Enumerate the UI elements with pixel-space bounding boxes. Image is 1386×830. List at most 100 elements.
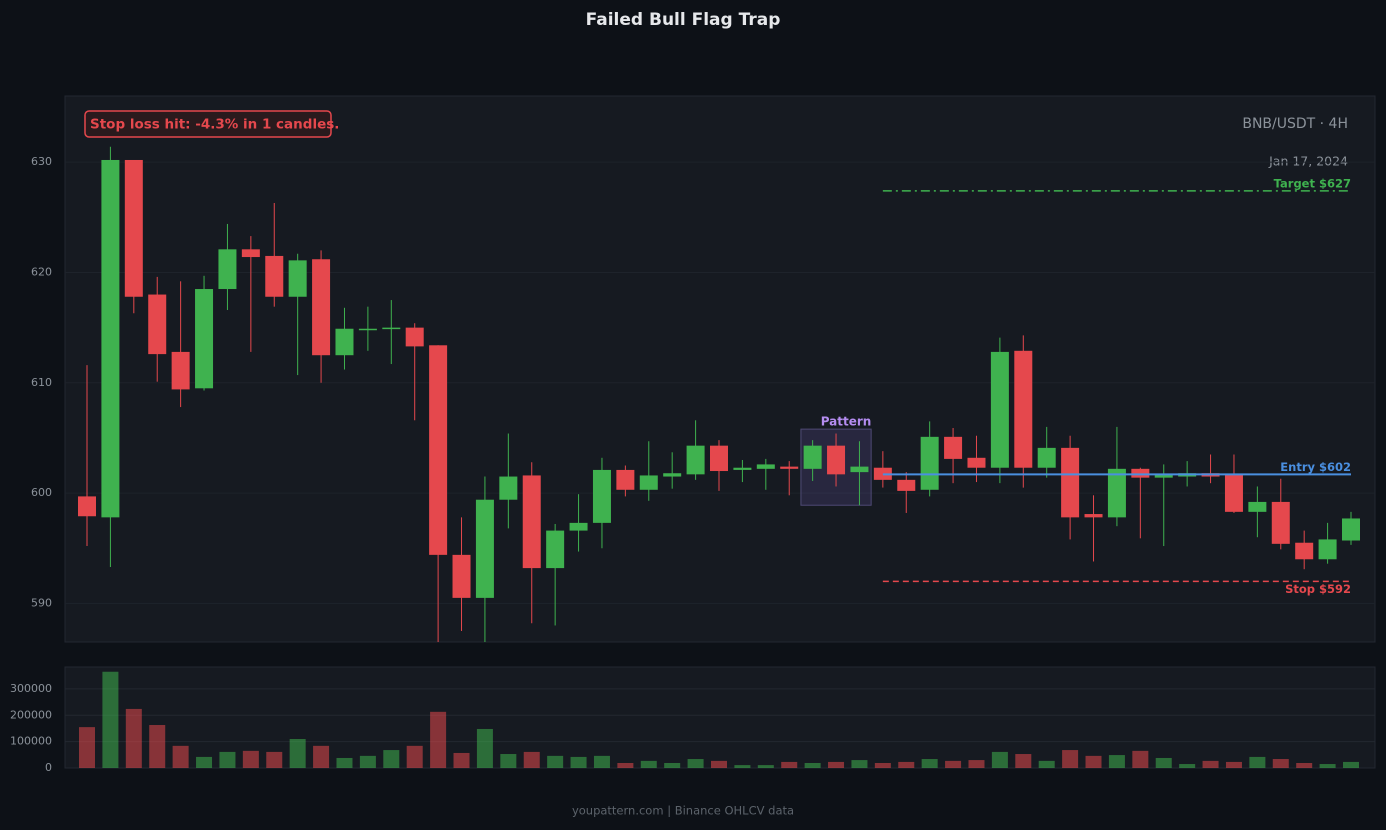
candle-body — [522, 475, 541, 569]
candle-body — [592, 469, 611, 523]
candle-body — [1154, 474, 1173, 478]
volume-bar — [687, 759, 704, 768]
annotation-box — [84, 110, 332, 138]
candle-body — [1107, 468, 1126, 518]
volume-bar — [523, 751, 540, 768]
candle-body — [335, 328, 354, 356]
candle-body — [663, 473, 682, 477]
price-panel — [64, 95, 1376, 643]
candle-body — [288, 260, 307, 297]
volume-bar — [1272, 759, 1289, 768]
y-tick-label: 630 — [31, 155, 52, 168]
volume-bar — [476, 728, 493, 768]
candle-body — [990, 351, 1009, 468]
candle-body — [1295, 542, 1314, 560]
candle-body — [382, 327, 401, 330]
volume-bar — [734, 765, 751, 768]
candle-body — [241, 249, 260, 258]
volume-bar — [874, 762, 891, 768]
candle-body — [756, 464, 775, 469]
level-label: Stop $592 — [1285, 582, 1351, 596]
candle-body — [546, 530, 565, 569]
volume-tick-label: 0 — [45, 761, 52, 774]
volume-bar — [125, 708, 142, 768]
candle-body — [358, 328, 377, 331]
volume-bar — [430, 711, 447, 768]
volume-bar — [1085, 755, 1102, 768]
candle-body — [920, 436, 939, 490]
volume-bar — [570, 756, 587, 768]
candle-body — [780, 466, 799, 469]
date: Jan 17, 2024 — [1268, 154, 1348, 169]
candle-body — [1084, 514, 1103, 518]
volume-bar — [968, 760, 985, 768]
volume-bar — [898, 761, 915, 768]
volume-tick-label: 200000 — [10, 708, 52, 721]
candle-body — [1131, 468, 1150, 478]
candle-body — [101, 159, 120, 518]
candle-body — [1037, 447, 1056, 468]
candle-body — [639, 475, 658, 490]
volume-bar — [804, 762, 821, 768]
volume-bar — [828, 761, 845, 768]
volume-bar — [359, 755, 376, 768]
symbol: BNB/USDT · 4H — [1242, 116, 1348, 132]
volume-bar — [242, 750, 259, 768]
volume-tick-label: 300000 — [10, 682, 52, 695]
level-label: Target $627 — [1274, 176, 1351, 190]
y-tick-label: 590 — [31, 596, 52, 609]
volume-bar — [289, 738, 306, 768]
volume-bar — [1132, 750, 1149, 768]
volume-bar — [1108, 755, 1125, 768]
candle-body — [195, 289, 214, 389]
candle-body — [429, 345, 448, 555]
candle-body — [850, 466, 869, 473]
candle-body — [616, 469, 635, 490]
volume-bar — [1155, 757, 1172, 768]
volume-bar — [196, 756, 213, 768]
volume-bar — [640, 760, 657, 768]
candle-body — [171, 351, 190, 390]
candle-body — [1342, 518, 1360, 541]
volume-bar — [921, 759, 938, 768]
volume-bar — [1062, 750, 1079, 768]
candle-body — [312, 259, 331, 356]
volume-bar — [79, 727, 95, 768]
volume-bar — [1249, 756, 1266, 768]
candle-body — [686, 445, 705, 475]
volume-bar — [313, 745, 330, 768]
pattern-label: Pattern — [821, 415, 872, 429]
volume-bar — [945, 760, 962, 768]
candle-body — [1271, 501, 1290, 544]
candle-body — [967, 457, 986, 468]
candle-body — [265, 255, 284, 297]
volume-bar — [172, 745, 189, 768]
volume-bar — [1202, 760, 1219, 768]
y-tick-label: 600 — [31, 486, 52, 499]
volume-bar — [383, 750, 400, 768]
volume-bar — [1319, 764, 1336, 768]
candle-body — [944, 436, 963, 459]
volume-bar — [336, 757, 353, 768]
candle-body — [1061, 447, 1080, 518]
volume-bar — [711, 760, 727, 768]
footer: youpattern.com | Binance OHLCV data — [572, 804, 794, 818]
candle-body — [218, 249, 237, 290]
candle-body — [803, 445, 822, 469]
candle-body — [569, 522, 588, 531]
volume-tick-label: 100000 — [10, 735, 52, 748]
candle-body — [710, 445, 728, 472]
candle-body — [897, 479, 916, 491]
volume-bar — [1179, 764, 1196, 768]
volume-bar — [1343, 761, 1359, 768]
volume-bar — [406, 745, 423, 768]
volume-bar — [851, 760, 868, 768]
candle-body — [1318, 539, 1337, 560]
candle-body — [827, 445, 846, 475]
volume-bar — [593, 755, 610, 768]
y-tick-label: 620 — [31, 265, 52, 278]
volume-bar — [991, 751, 1008, 768]
y-tick-label: 610 — [31, 376, 52, 389]
candle-body — [124, 159, 143, 297]
